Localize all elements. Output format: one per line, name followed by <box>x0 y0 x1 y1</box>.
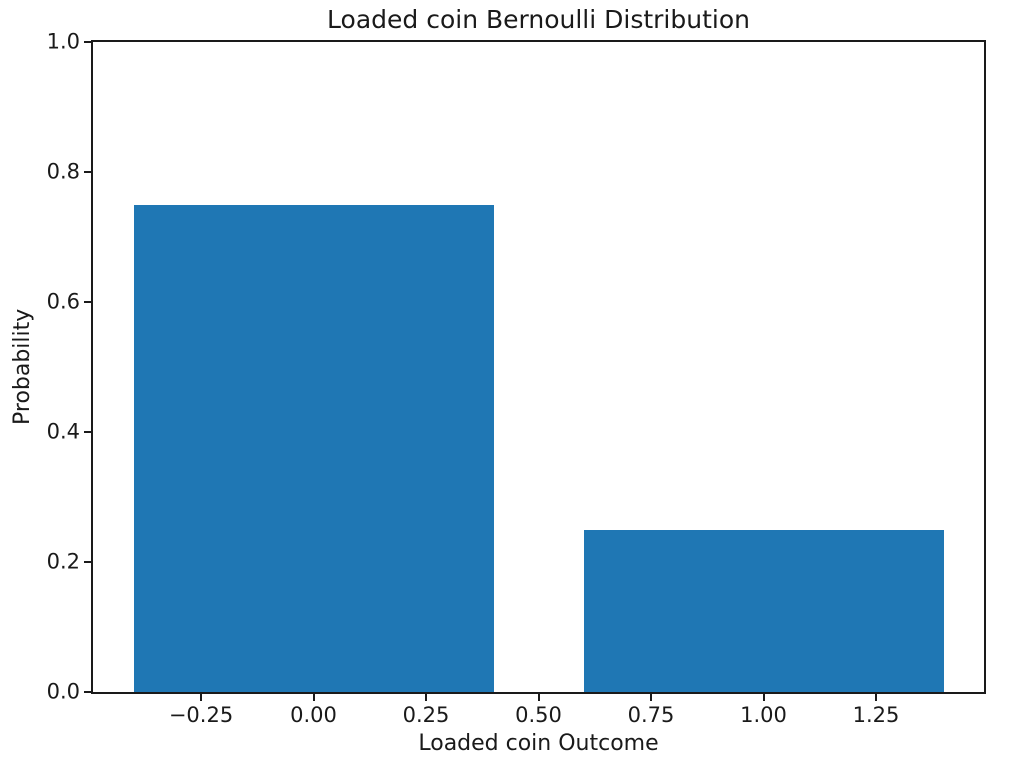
plot-area: −0.25 0.00 0.25 0.50 0.75 1.00 1.25 0.0 0.2 0.4 0.… <box>47 31 986 727</box>
y-tick-label: 0.2 <box>46 549 80 574</box>
x-tick-mark <box>200 694 202 701</box>
y-tick-label: 0.8 <box>46 159 80 184</box>
x-tick-label: 0.75 <box>627 703 675 727</box>
x-tick-mark <box>875 694 877 701</box>
y-tick-mark <box>84 171 91 173</box>
x-tick-label: −0.25 <box>168 703 234 727</box>
x-tick-label: 1.00 <box>740 703 787 727</box>
x-tick-label: 0.00 <box>290 703 337 727</box>
y-tick-mark <box>84 431 91 433</box>
bar-outcome-1 <box>583 529 944 692</box>
y-tick-mark <box>84 301 91 303</box>
chart-title: Loaded coin Bernoulli Distribution <box>327 5 750 34</box>
y-tick-label: 0.0 <box>46 679 80 704</box>
x-tick-label: 1.25 <box>852 703 900 727</box>
x-tick-mark <box>425 694 427 701</box>
x-axis-label: Loaded coin Outcome <box>418 731 659 756</box>
y-axis-label: Probability <box>10 308 35 426</box>
y-tick-mark <box>84 691 91 693</box>
x-tick-mark <box>762 694 765 701</box>
x-tick-label: 0.25 <box>402 703 450 727</box>
bar-outcome-0 <box>133 204 494 692</box>
x-tick-mark <box>650 694 652 701</box>
y-tick-label: 0.4 <box>46 419 80 444</box>
y-tick-label: 0.6 <box>46 289 80 314</box>
x-tick-label: 0.50 <box>515 703 562 727</box>
y-tick-mark <box>84 561 91 563</box>
y-tick-mark <box>84 41 91 43</box>
x-tick-mark <box>312 694 315 701</box>
y-tick-label: 1.0 <box>46 29 80 54</box>
x-tick-mark <box>537 694 540 701</box>
